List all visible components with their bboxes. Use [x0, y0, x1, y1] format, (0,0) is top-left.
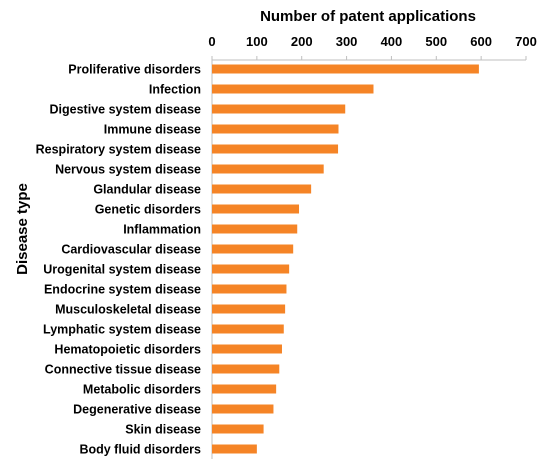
x-tick-label: 400: [381, 34, 403, 49]
bar: [212, 284, 287, 294]
category-label: Body fluid disorders: [79, 443, 201, 457]
x-tick-label: 500: [425, 34, 447, 49]
category-label: Inflammation: [123, 223, 201, 237]
bar: [212, 364, 280, 374]
bar: [212, 424, 264, 434]
category-labels: Proliferative disorders Infection Digestiv…: [36, 63, 201, 457]
category-label: Respiratory system disease: [36, 143, 201, 157]
x-tick-label: 300: [336, 34, 358, 49]
bar: [212, 184, 312, 194]
category-label: Hematopoietic disorders: [54, 343, 201, 357]
y-axis-title: Disease type: [14, 183, 31, 275]
bar: [212, 324, 284, 334]
category-label: Degenerative disease: [73, 403, 201, 417]
category-label: Metabolic disorders: [83, 383, 201, 397]
bar: [212, 264, 290, 274]
bar: [212, 104, 346, 114]
category-label: Skin disease: [125, 423, 201, 437]
category-label: Cardiovascular disease: [61, 243, 201, 257]
category-label: Urogenital system disease: [43, 263, 201, 277]
category-label: Digestive system disease: [50, 103, 202, 117]
bars-group: [212, 64, 479, 454]
bar: [212, 404, 274, 414]
bar: [212, 204, 300, 214]
x-axis-title: Number of patent applications: [260, 8, 476, 25]
category-label: Infection: [149, 83, 201, 97]
bar: [212, 224, 298, 234]
x-tick-label: 200: [291, 34, 313, 49]
bar: [212, 304, 286, 314]
bar: [212, 384, 277, 394]
x-tick-label: 0: [208, 34, 215, 49]
x-tick-label: 700: [515, 34, 537, 49]
category-label: Proliferative disorders: [68, 63, 201, 77]
x-tick-label: 600: [470, 34, 492, 49]
category-label: Lymphatic system disease: [43, 323, 201, 337]
bar: [212, 124, 339, 134]
bar: [212, 144, 339, 154]
bar: [212, 64, 479, 74]
bar: [212, 84, 374, 94]
category-label: Musculoskeletal disease: [55, 303, 201, 317]
category-label: Endocrine system disease: [44, 283, 201, 297]
bar: [212, 444, 257, 454]
category-label: Connective tissue disease: [45, 363, 201, 377]
bar: [212, 344, 282, 354]
category-label: Genetic disorders: [95, 203, 201, 217]
category-label: Nervous system disease: [55, 163, 201, 177]
bar: [212, 244, 294, 254]
x-axis-ticks: 0 100 200 300 400 500 600 700: [208, 34, 537, 60]
category-label: Glandular disease: [93, 183, 201, 197]
bar: [212, 164, 324, 174]
category-label: Immune disease: [104, 123, 201, 137]
x-tick-label: 100: [246, 34, 268, 49]
